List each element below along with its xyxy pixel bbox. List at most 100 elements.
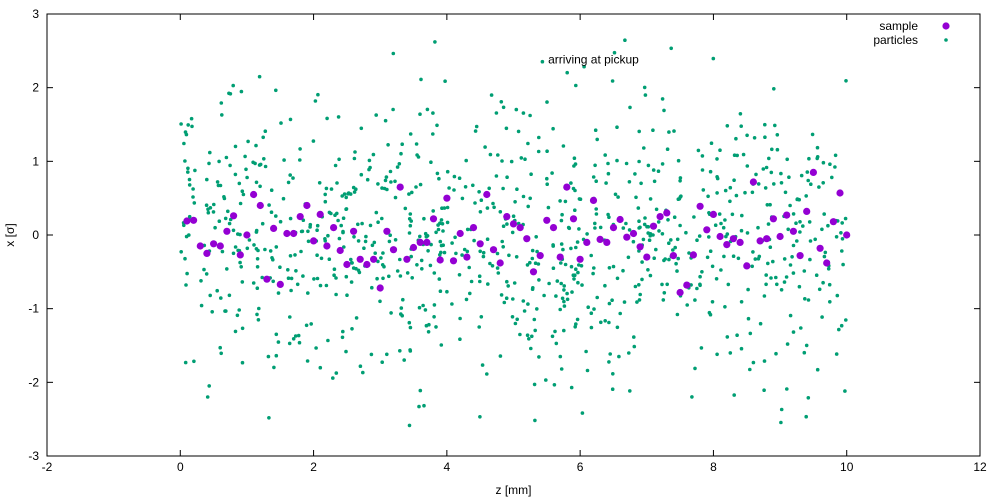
particle-point — [745, 164, 750, 168]
particle-point — [574, 322, 578, 326]
particle-point — [562, 304, 567, 308]
sample-point — [829, 218, 838, 226]
particle-point — [478, 249, 483, 254]
particle-point — [186, 123, 190, 127]
particle-point — [494, 174, 499, 178]
particle-point — [393, 179, 397, 184]
particle-point — [335, 181, 339, 185]
sample-point — [603, 238, 611, 246]
particle-point — [634, 195, 638, 200]
particle-point — [357, 270, 362, 275]
particle-point — [233, 245, 238, 249]
particle-point — [559, 261, 563, 265]
particle-point — [550, 171, 554, 175]
particle-point — [315, 228, 319, 232]
particle-point — [371, 152, 376, 157]
particle-point — [615, 276, 620, 281]
particle-point — [425, 234, 430, 238]
particle-point — [754, 172, 758, 177]
particle-point — [231, 228, 236, 233]
particle-point — [309, 322, 314, 326]
particle-point — [603, 283, 607, 288]
particle-point — [312, 277, 316, 281]
particle-point — [281, 196, 286, 201]
particle-point — [750, 190, 755, 195]
particle-point — [389, 311, 393, 315]
particle-point — [388, 233, 393, 237]
particle-point — [562, 299, 566, 304]
sample-point — [516, 224, 524, 232]
particle-point — [254, 143, 258, 148]
particle-point — [547, 281, 551, 286]
particle-point — [270, 255, 274, 260]
sample-point — [243, 231, 251, 239]
particle-point — [253, 161, 257, 166]
particle-point — [769, 276, 773, 280]
particle-point — [551, 266, 556, 271]
particle-point — [610, 298, 614, 303]
particle-point — [675, 237, 680, 242]
particle-point — [447, 186, 451, 190]
particle-point — [400, 313, 405, 318]
particle-point — [823, 250, 828, 255]
particle-point — [673, 245, 677, 250]
particle-point — [222, 195, 226, 199]
particle-point — [536, 149, 541, 154]
particle-point — [526, 302, 530, 306]
particle-point — [383, 178, 388, 183]
particle-point — [426, 330, 431, 334]
sample-point — [783, 211, 791, 219]
particle-point — [244, 167, 248, 172]
particle-point — [400, 142, 405, 146]
particle-point — [199, 303, 204, 308]
particle-point — [791, 243, 796, 248]
particle-point — [336, 115, 341, 119]
particle-point — [504, 296, 509, 301]
particle-point — [344, 195, 349, 200]
particle-point — [550, 334, 555, 339]
particle-point — [690, 395, 694, 399]
particle-point — [380, 360, 385, 365]
particle-point — [572, 156, 577, 160]
particle-point — [239, 89, 244, 94]
particle-point — [594, 212, 599, 216]
particle-point — [637, 219, 641, 223]
sample-point — [769, 215, 778, 223]
sample-point — [789, 227, 798, 235]
particle-point — [510, 315, 515, 319]
particle-point — [736, 256, 741, 261]
particle-point — [797, 284, 802, 289]
particle-point — [501, 224, 506, 228]
particle-point — [358, 364, 363, 369]
particle-point — [278, 265, 282, 270]
particle-point — [623, 38, 627, 42]
particle-point — [772, 182, 776, 186]
particle-point — [337, 236, 342, 241]
particle-point — [528, 260, 532, 265]
particle-point — [315, 253, 319, 257]
particle-point — [344, 349, 348, 354]
particle-point — [246, 139, 250, 144]
particle-point — [672, 129, 676, 133]
particle-point — [799, 173, 804, 178]
particle-point — [788, 313, 793, 318]
particle-point — [496, 153, 500, 157]
particle-point — [815, 156, 819, 161]
particle-point — [741, 152, 746, 157]
sample-point — [323, 242, 331, 250]
particle-point — [477, 274, 482, 279]
particle-point — [665, 147, 670, 151]
particle-point — [247, 238, 252, 242]
particle-point — [367, 158, 372, 163]
particle-point — [408, 212, 413, 216]
particle-point — [672, 215, 677, 219]
particle-point — [711, 56, 716, 61]
particle-point — [693, 298, 697, 302]
particle-point — [705, 255, 710, 260]
particle-point — [419, 77, 423, 82]
particle-point — [501, 105, 506, 110]
particle-point — [286, 276, 291, 281]
particle-point — [637, 283, 641, 287]
particle-point — [746, 287, 750, 292]
